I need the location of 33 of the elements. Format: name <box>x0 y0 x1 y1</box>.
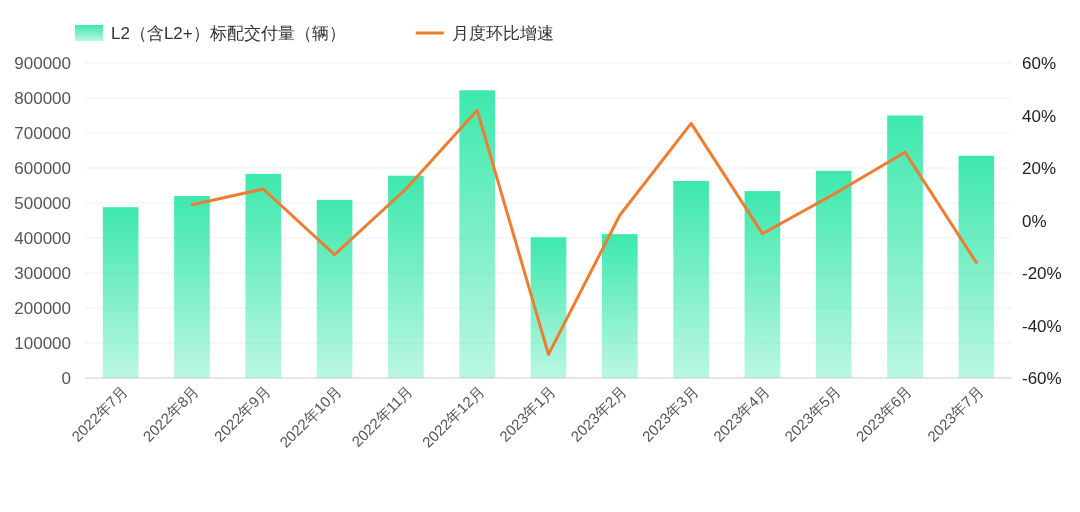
y-tick-label: 400000 <box>14 229 71 248</box>
bar <box>102 207 139 378</box>
y2-tick-label: 20% <box>1022 159 1057 178</box>
y-tick-label: 500000 <box>14 194 71 213</box>
y-tick-label: 800000 <box>14 89 71 108</box>
bar <box>673 180 709 378</box>
bar <box>815 170 852 378</box>
y2-tick-label: -60% <box>1022 369 1062 388</box>
bar <box>601 234 638 378</box>
legend-label: 月度环比增速 <box>451 24 554 43</box>
y-tick-label: 600000 <box>14 159 71 178</box>
bar <box>174 196 210 378</box>
y2-tick-label: -40% <box>1022 316 1062 336</box>
bar <box>459 90 496 378</box>
y2-tick-label: 40% <box>1022 106 1057 126</box>
y2-tick-label: 60% <box>1022 54 1057 73</box>
y2-tick-label: 0% <box>1022 211 1047 231</box>
bar <box>316 199 353 378</box>
y2-tick-label: -20% <box>1022 264 1062 283</box>
bar <box>958 155 995 378</box>
legend-label: L2（含L2+）标配交付量（辆） <box>111 24 346 43</box>
bar <box>245 173 282 378</box>
y-tick-label: 100000 <box>14 334 71 353</box>
line-series <box>190 108 978 356</box>
bar <box>887 115 923 378</box>
y-tick-label: 700000 <box>14 124 71 143</box>
bar <box>744 191 781 378</box>
y-tick-label: 300000 <box>14 264 71 283</box>
y-tick-label: 0 <box>61 369 71 388</box>
bar <box>388 175 424 378</box>
y-tick-label: 200000 <box>14 299 71 318</box>
bar <box>530 237 567 378</box>
y-tick-label: 900000 <box>14 54 71 73</box>
